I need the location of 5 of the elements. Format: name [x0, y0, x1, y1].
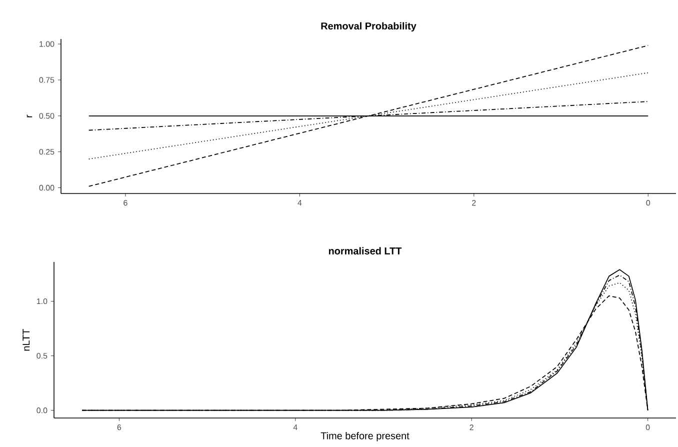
y-axis-title: nLTT	[22, 328, 30, 351]
chart-title: Removal Probability	[321, 22, 416, 32]
chart-title: normalised LTT	[328, 247, 402, 254]
y-axis-title: r	[26, 114, 32, 118]
x-axis-title: Time before present	[320, 432, 410, 442]
